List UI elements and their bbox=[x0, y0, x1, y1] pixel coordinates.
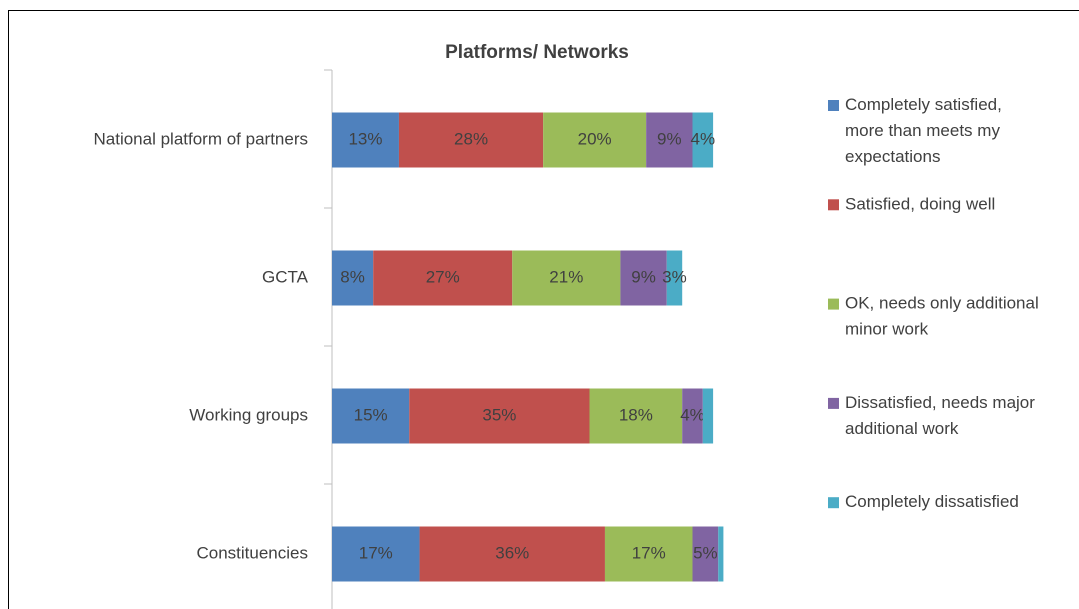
legend-label: Completely dissatisfied bbox=[845, 493, 1019, 512]
bar-segment bbox=[332, 526, 420, 582]
bar-segment bbox=[409, 388, 590, 444]
data-label: 4% bbox=[680, 405, 705, 424]
data-label: 13% bbox=[348, 129, 382, 148]
legend-swatch bbox=[828, 397, 839, 409]
data-label: 28% bbox=[454, 129, 488, 148]
category-label: Constituencies bbox=[196, 543, 308, 562]
bar-segment bbox=[589, 388, 683, 444]
legend-line: OK, needs only additional bbox=[845, 294, 1039, 313]
chart-frame bbox=[8, 10, 1079, 609]
legend-label: Satisfied, doing well bbox=[845, 195, 995, 214]
bar-segment bbox=[332, 250, 374, 306]
data-label: 20% bbox=[578, 129, 612, 148]
bar-segment bbox=[332, 112, 399, 168]
bar-segment bbox=[702, 388, 714, 444]
legend-line: Completely dissatisfied bbox=[845, 493, 1019, 512]
data-label: 5% bbox=[693, 543, 718, 562]
bar-segment bbox=[682, 388, 703, 444]
bar-segment bbox=[419, 526, 605, 582]
data-label: 3% bbox=[662, 267, 687, 286]
data-label: 27% bbox=[426, 267, 460, 286]
data-label: 9% bbox=[657, 129, 682, 148]
data-label: 21% bbox=[549, 267, 583, 286]
category-label: GCTA bbox=[262, 267, 309, 286]
bar-segment bbox=[692, 526, 719, 582]
legend-label: Completely satisfied, more than meets my e… bbox=[845, 95, 1002, 166]
category-label: Working groups bbox=[189, 405, 308, 424]
legend-line: expectations bbox=[845, 147, 940, 166]
legend-swatch bbox=[828, 497, 839, 509]
bar-segment bbox=[646, 112, 693, 168]
data-label: 18% bbox=[619, 405, 653, 424]
bar-segment bbox=[512, 250, 621, 306]
data-label: 35% bbox=[482, 405, 516, 424]
legend-line: minor work bbox=[845, 320, 929, 339]
legend-line: Dissatisfied, needs major bbox=[845, 393, 1035, 412]
data-label: 15% bbox=[354, 405, 388, 424]
legend-label: OK, needs only additional minor work bbox=[845, 294, 1039, 339]
data-label: 17% bbox=[632, 543, 666, 562]
data-label: 17% bbox=[359, 543, 393, 562]
category-label: National platform of partners bbox=[94, 129, 309, 148]
bar-segment bbox=[332, 388, 410, 444]
legend-label: Dissatisfied, needs major additional work bbox=[845, 393, 1035, 438]
legend-line: Completely satisfied, bbox=[845, 95, 1002, 114]
legend-line: Satisfied, doing well bbox=[845, 195, 995, 214]
bar-segment bbox=[398, 112, 544, 168]
legend-swatch bbox=[828, 100, 839, 111]
data-label: 36% bbox=[495, 543, 529, 562]
bar-segment bbox=[692, 112, 714, 168]
legend-line: more than meets my bbox=[845, 121, 1000, 140]
bar-segment bbox=[604, 526, 693, 582]
legend-swatch bbox=[828, 298, 839, 310]
data-label: 8% bbox=[340, 267, 365, 286]
bar-segment bbox=[373, 250, 513, 306]
data-label: 9% bbox=[631, 267, 656, 286]
legend-line: additional work bbox=[845, 419, 959, 438]
bar-segment bbox=[666, 250, 683, 306]
chart-title: Platforms/ Networks bbox=[445, 42, 629, 63]
bar-segment bbox=[620, 250, 667, 306]
bar-segment bbox=[718, 526, 724, 582]
data-label: 4% bbox=[691, 129, 716, 148]
bar-segment bbox=[543, 112, 647, 168]
legend-swatch bbox=[828, 199, 839, 211]
